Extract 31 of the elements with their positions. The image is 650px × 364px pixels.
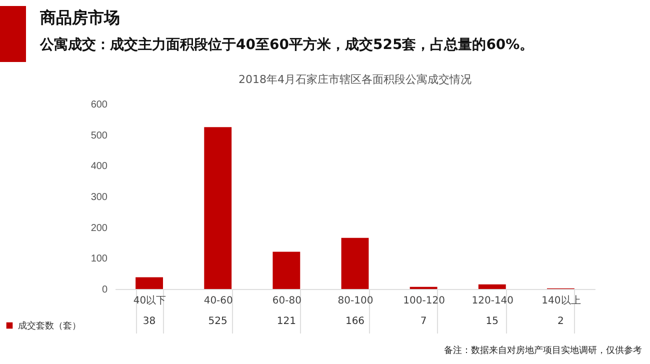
bar [272, 252, 300, 289]
y-tick-label: 0 [102, 284, 108, 296]
y-tick-label: 100 [90, 254, 108, 265]
y-tick-label: 600 [90, 100, 108, 110]
chart-title: 2018年4月石家庄市辖区各面积段公寓成交情况 [238, 73, 472, 86]
text: 备注：数据来自对房地产项目实地调研，仅供参考 [444, 344, 642, 357]
data-label: 15 [486, 316, 499, 327]
y-tick-label: 500 [90, 130, 108, 142]
data-label: 2 [558, 316, 564, 327]
bar [204, 127, 232, 289]
x-tick-label: 120-140 [472, 296, 514, 306]
y-tick-label: 300 [90, 192, 108, 203]
bar [478, 284, 506, 289]
legend-label: 成交套数（套） [18, 320, 81, 332]
data-label: 38 [142, 316, 156, 327]
x-tick-label: 100-120 [403, 296, 445, 306]
x-tick-label: 140以上 [542, 294, 581, 306]
data-label: 7 [420, 316, 427, 327]
x-tick-label: 60-80 [272, 296, 302, 306]
x-tick-label: 40以下 [133, 294, 166, 306]
text: 商品房市场 [40, 8, 120, 29]
x-tick-label: 40-60 [204, 296, 233, 306]
data-label: 525 [208, 316, 228, 327]
y-tick-label: 200 [90, 222, 108, 234]
chart-subtitle: 公寓成交：成交主力面积段位于40至60平方米，成交525套，占总量的60%。 [40, 36, 534, 54]
y-tick-label: 400 [90, 161, 108, 172]
bar [136, 277, 163, 289]
data-label: 166 [345, 316, 365, 327]
bar [341, 238, 369, 289]
data-label: 121 [276, 316, 296, 327]
x-tick-label: 80-100 [338, 296, 374, 306]
